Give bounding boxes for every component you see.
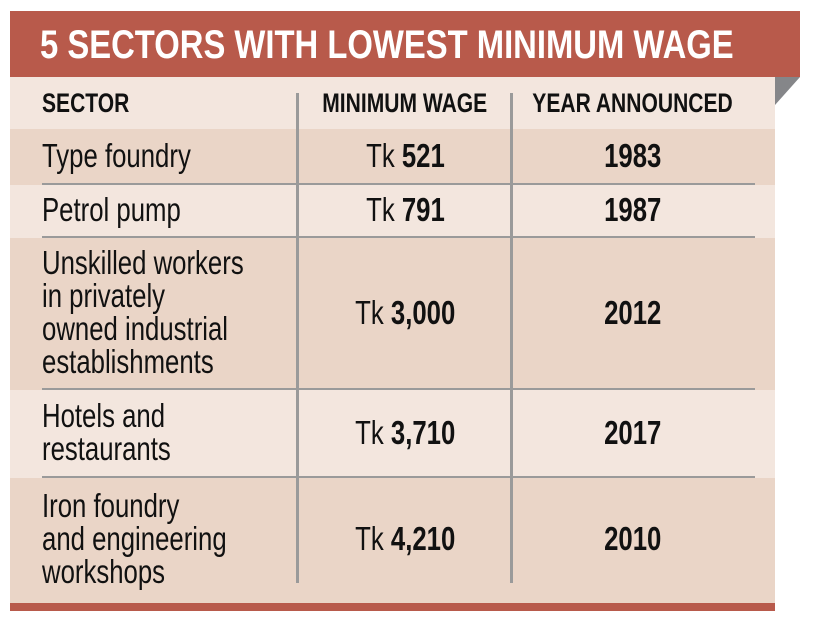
minimum-wage-value: Tk 791 [366,193,445,226]
row-divider [42,236,755,239]
table-row: Unskilled workers in privately owned indus… [10,238,775,390]
currency-label: Tk [354,293,384,331]
bottom-rule [10,603,775,611]
column-header-sector: SECTOR [42,87,130,118]
sector-name: Hotels and [42,397,166,434]
column-header-minimum-wage: MINIMUM WAGE [322,87,488,118]
year-announced-value: 2017 [603,413,662,451]
row-divider [42,183,755,186]
row-divider [42,388,755,391]
sector-name: Iron foundry [42,487,180,524]
sector-name: establishments [42,343,214,380]
sector-name: owned industrial [42,310,229,347]
sector-name: Unskilled workers [42,244,244,281]
wage-amount: 3,000 [390,293,456,331]
year-announced-value: 2010 [603,520,662,557]
wage-amount: 4,210 [390,520,456,557]
table-row: Hotels and restaurants Tk 3,710 2017 [10,390,775,478]
currency-label: Tk [365,136,395,174]
year-announced-value: 2012 [603,293,662,331]
minimum-wage-value: Tk 521 [366,139,445,172]
column-divider [510,93,513,583]
column-header-year-announced: YEAR ANNOUNCED [532,87,733,118]
year-announced-value: 1987 [603,191,662,228]
table-row: Petrol pump Tk 791 1987 [10,185,775,238]
corner-fold [775,77,800,105]
currency-label: Tk [365,191,395,228]
table-row: Iron foundry and engineering workshops Tk 4… [10,478,775,603]
sector-name: and engineering [42,520,227,557]
sector-name: in privately [42,277,166,314]
chart-title: 5 SECTORS WITH LOWEST MINIMUM WAGE [40,23,734,67]
currency-label: Tk [354,413,384,451]
table-row: Type foundry Tk 521 1983 [10,129,775,185]
column-divider [296,93,299,583]
header-row: SECTOR MINIMUM WAGE YEAR ANNOUNCED [10,77,775,129]
currency-label: Tk [354,520,384,557]
wage-amount: 3,710 [390,413,456,451]
wage-amount: 791 [401,191,445,228]
minimum-wage-value: Tk 3,710 [355,416,455,449]
sector-name: workshops [42,553,166,590]
title-banner: 5 SECTORS WITH LOWEST MINIMUM WAGE [10,11,800,77]
row-divider [42,476,755,479]
sector-name: Petrol pump [42,191,181,228]
wage-amount: 521 [401,136,445,174]
minimum-wage-value: Tk 3,000 [355,296,455,329]
sector-name: restaurants [42,430,171,467]
sector-name: Type foundry [42,136,191,174]
minimum-wage-value: Tk 4,210 [355,522,455,555]
year-announced-value: 1983 [603,136,662,174]
